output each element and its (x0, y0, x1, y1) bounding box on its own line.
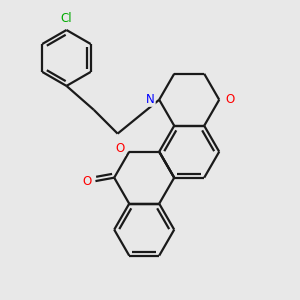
Text: Cl: Cl (61, 11, 72, 25)
Text: O: O (82, 175, 92, 188)
Text: O: O (225, 93, 235, 106)
Text: O: O (116, 142, 125, 155)
Text: N: N (146, 93, 155, 106)
